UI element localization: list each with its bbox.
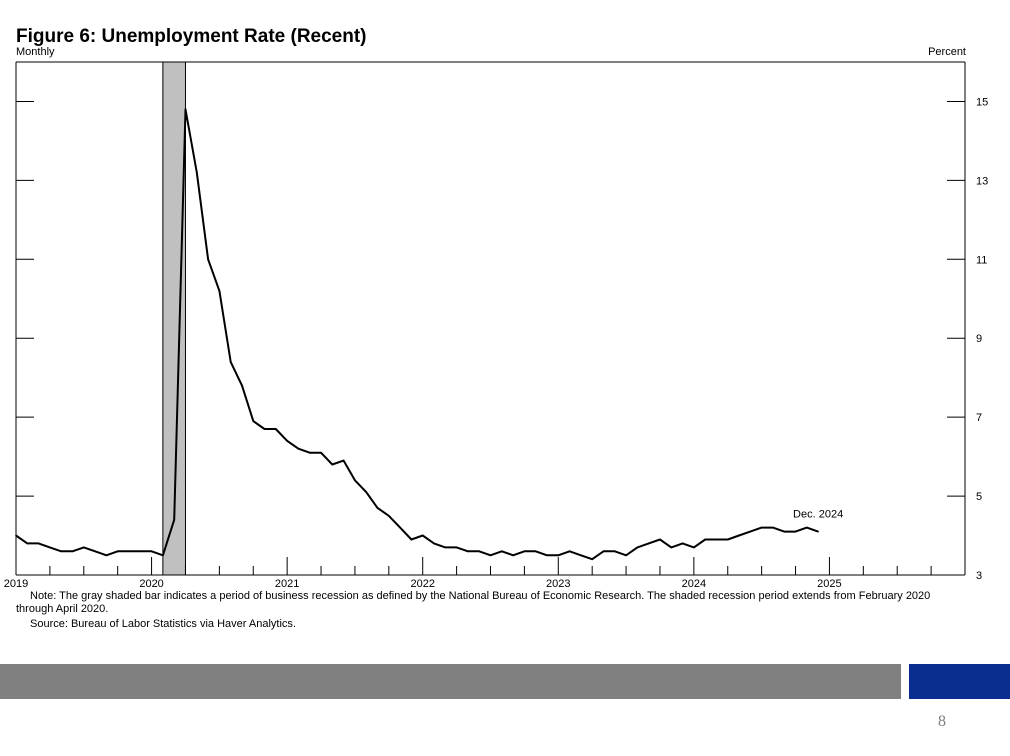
data-point (82, 546, 85, 549)
data-point (94, 550, 96, 553)
data-point (546, 554, 548, 557)
data-point (478, 550, 481, 553)
data-point (241, 384, 243, 387)
data-point (49, 546, 51, 549)
data-point (817, 530, 819, 533)
data-point (783, 530, 786, 533)
data-point (105, 554, 108, 557)
data-point (738, 534, 740, 537)
data-point (26, 542, 29, 545)
data-point (150, 550, 153, 553)
data-point (670, 546, 673, 549)
data-point (512, 554, 514, 557)
annotation-label: Dec. 2024 (793, 509, 843, 521)
y-tick-label: 15 (976, 96, 988, 108)
data-point (421, 534, 424, 537)
data-point (229, 361, 232, 363)
y-tick-label: 13 (976, 175, 988, 187)
data-point (794, 530, 797, 533)
y-tick-label: 7 (976, 412, 982, 424)
x-tick-label: 2022 (410, 578, 434, 590)
frequency-label: Monthly (16, 46, 55, 58)
x-tick-label: 2021 (275, 578, 299, 590)
data-point (331, 463, 334, 466)
data-point (749, 530, 752, 533)
data-point (602, 550, 605, 553)
data-point (681, 542, 684, 545)
data-point (320, 451, 322, 454)
data-point (184, 108, 187, 111)
x-tick-label: 2024 (682, 578, 706, 590)
data-point (308, 451, 311, 454)
data-point (591, 558, 593, 561)
page-number: 8 (938, 713, 946, 730)
x-tick-label: 2019 (4, 578, 28, 590)
data-point (365, 491, 368, 493)
data-point (399, 526, 401, 529)
y-tick-label: 11 (976, 254, 987, 266)
data-point (647, 542, 650, 545)
footer-bar (0, 664, 901, 699)
data-point (252, 420, 255, 422)
data-point (806, 526, 808, 529)
data-point (71, 550, 74, 553)
data-point (15, 534, 17, 537)
data-point (523, 550, 526, 553)
chart-title: Figure 6: Unemployment Rate (Recent) (16, 26, 367, 47)
data-point (580, 554, 582, 557)
data-point (116, 550, 119, 553)
y-tick-label: 5 (976, 491, 982, 503)
data-point (715, 538, 718, 541)
data-point (433, 542, 435, 545)
data-point (613, 550, 616, 553)
unemployment-line-chart: 3 5 7 9 11 13 15 2019 2020 2021 2022 2023 2024 2025 De… (4, 61, 988, 590)
chart-note: Note: The gray shaded bar indicates a pe… (16, 590, 931, 615)
x-tick-label: 2025 (817, 578, 841, 590)
data-point (410, 538, 413, 541)
footer-accent-bar (909, 664, 1010, 699)
x-tick-label: 2020 (139, 578, 163, 590)
data-point (60, 550, 62, 553)
data-point (636, 546, 639, 549)
chart-source: Source: Bureau of Labor Statistics via H… (30, 618, 296, 630)
data-point (467, 550, 469, 553)
data-point (195, 171, 198, 174)
y-tick-label: 3 (976, 570, 982, 582)
data-point (297, 447, 300, 450)
data-point (489, 554, 492, 557)
data-point (455, 546, 458, 549)
data-point (726, 538, 729, 541)
data-point (275, 428, 277, 430)
data-point (534, 550, 537, 553)
data-point (557, 554, 560, 557)
data-point (500, 550, 503, 553)
data-point (173, 518, 175, 521)
x-tick-label: 2023 (546, 578, 570, 590)
y-tick-label: 9 (976, 333, 982, 345)
data-point (139, 550, 142, 553)
data-point (128, 550, 130, 553)
data-point (218, 290, 221, 292)
data-point (286, 440, 288, 442)
data-point (704, 538, 706, 541)
unemployment-rate-line (15, 108, 819, 561)
data-point (693, 546, 695, 549)
data-point (376, 507, 379, 509)
data-point (388, 515, 390, 517)
data-point (772, 526, 774, 529)
data-point (37, 542, 40, 545)
data-point (659, 538, 661, 541)
data-point (444, 546, 447, 549)
data-point (162, 554, 164, 557)
data-point (207, 258, 209, 261)
data-point (354, 479, 356, 482)
unit-label: Percent (928, 46, 966, 58)
data-point (760, 526, 763, 529)
data-point (625, 554, 627, 557)
data-point (263, 428, 266, 430)
data-point (568, 550, 571, 553)
data-point (342, 459, 345, 462)
